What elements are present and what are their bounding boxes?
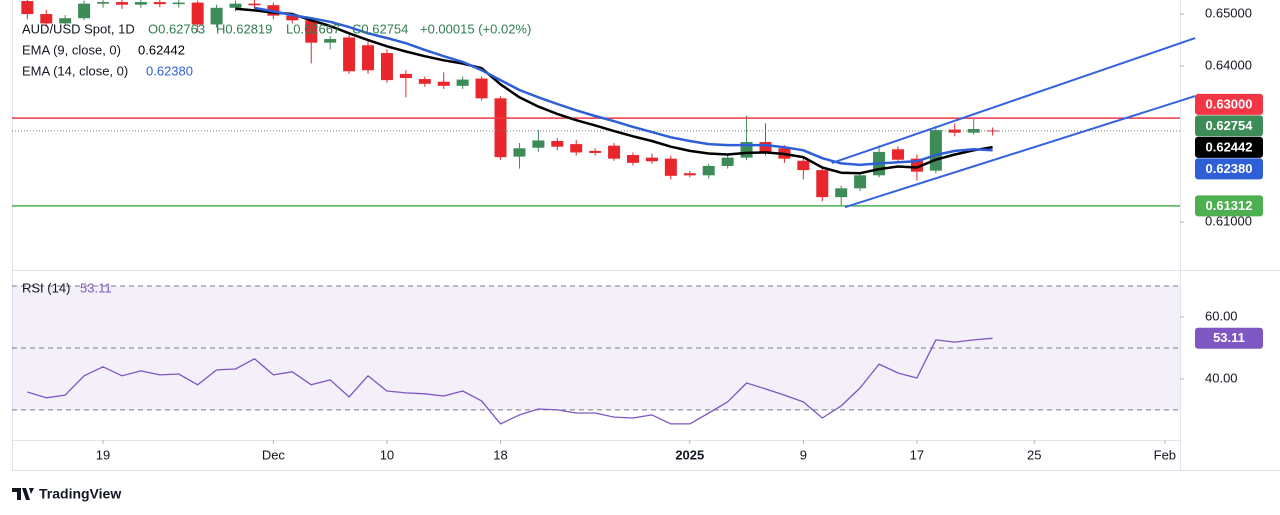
candle-body: [627, 155, 640, 163]
overlay-layer: 0.65000 0.64000 0.61000 19 Dec 10 18 2025 9 17 25 F…: [96, 5, 1263, 462]
trend-line: [831, 37, 1196, 165]
ema14-legend: EMA (14, close, 0): [22, 63, 128, 78]
price-pane: [12, 0, 1180, 207]
x-tick-label: 25: [1027, 447, 1041, 462]
x-tick-label: 18: [493, 447, 507, 462]
ema-line: [254, 6, 993, 167]
candle-body: [475, 78, 488, 99]
x-tick-label: 9: [800, 447, 807, 462]
y-tick-label: 60.00: [1205, 308, 1238, 323]
x-tick-label: Dec: [262, 447, 286, 462]
candle-body: [551, 140, 564, 147]
candle-body: [986, 130, 999, 132]
candle-body: [21, 1, 34, 15]
candle-body: [399, 73, 412, 79]
candle-body: [40, 14, 53, 24]
y-tick-label: 40.00: [1205, 370, 1238, 385]
last-price-label-box: [1195, 115, 1263, 137]
candle-body: [286, 15, 299, 21]
ohlc-low: L0.62667: [286, 21, 340, 36]
candle-body: [797, 160, 810, 171]
series-value-label: 0.62380: [1206, 161, 1253, 176]
tradingview-logo: [12, 488, 34, 500]
candle-body: [456, 79, 469, 86]
symbol-title: AUD/USD Spot, 1D: [22, 21, 135, 36]
rsi-pane: [12, 285, 1180, 425]
candle-body: [645, 157, 658, 162]
ema9-legend: EMA (9, close, 0): [22, 42, 121, 57]
candle-body: [702, 165, 715, 176]
x-tick-label: 10: [380, 447, 394, 462]
brand: TradingView: [39, 486, 121, 502]
candle-body: [191, 2, 204, 25]
candle-body: [683, 173, 696, 176]
level-price-label-box: [1195, 195, 1263, 217]
logo-icon: [12, 488, 34, 500]
y-tick-label: 0.64000: [1205, 58, 1252, 73]
ohlc-close: C0.62754: [352, 21, 408, 36]
series-value-label: 53.11: [1213, 330, 1245, 345]
series-value-label-box: [1195, 136, 1263, 158]
candle-body: [418, 79, 431, 84]
x-tick-label: Feb: [1154, 447, 1176, 462]
y-tick-label: 0.61000: [1205, 214, 1252, 229]
level-price-label: 0.63000: [1206, 96, 1253, 111]
candle-body: [343, 37, 356, 72]
candle-body: [608, 145, 621, 159]
x-tick-label: 2025: [675, 447, 704, 462]
series-value-label-box: [1195, 158, 1263, 180]
candle-body: [380, 53, 393, 81]
candle-body: [513, 148, 526, 157]
candle-body: [967, 129, 980, 133]
candle-body: [835, 188, 848, 198]
candle-body: [721, 157, 734, 166]
last-price-label: 0.62754: [1206, 118, 1254, 133]
rsi-legend: RSI (14): [22, 280, 70, 295]
rsi-line: [27, 337, 993, 425]
candle-body: [78, 3, 91, 19]
candle-body: [134, 2, 147, 5]
rsi-legend-value: 53.11: [80, 280, 112, 295]
ohlc-high: H0.62819: [216, 21, 272, 36]
candle-body: [59, 18, 72, 24]
candle-body: [589, 150, 602, 153]
candle-body: [891, 149, 904, 160]
x-tick-label: 17: [910, 447, 924, 462]
candle-body: [854, 175, 867, 189]
ema9-legend-value: 0.62442: [138, 42, 185, 57]
candle-body: [153, 2, 166, 5]
candle-body: [362, 45, 375, 71]
candle-body: [570, 144, 583, 153]
trend-line: [844, 95, 1196, 209]
level-price-label-box: [1195, 93, 1263, 115]
candle-body: [305, 20, 318, 43]
candle-body: [172, 2, 185, 5]
x-tick-label: 19: [96, 447, 110, 462]
candle-body: [229, 3, 242, 8]
candle-body: [816, 170, 829, 198]
candle-body: [248, 3, 261, 6]
candle-body: [759, 142, 772, 152]
level-price-label: 0.61312: [1206, 198, 1253, 213]
series-value-label: 0.62442: [1206, 139, 1253, 154]
candle-body: [664, 158, 677, 176]
candle-body: [929, 130, 942, 171]
candle-body: [494, 98, 507, 158]
y-tick-label: 0.65000: [1205, 5, 1252, 20]
candle-body: [210, 7, 223, 25]
ohlc-open: O0.62763: [148, 21, 205, 36]
series-value-label-box: [1195, 327, 1263, 349]
candle-body: [115, 2, 128, 5]
candle-body: [324, 39, 337, 43]
candle-body: [437, 81, 450, 86]
ema-line: [235, 7, 993, 175]
candle-body: [532, 140, 545, 148]
ema14-legend-value: 0.62380: [146, 63, 193, 78]
candle-body: [97, 2, 110, 4]
ohlc-change: +0.00015 (+0.02%): [420, 21, 531, 36]
